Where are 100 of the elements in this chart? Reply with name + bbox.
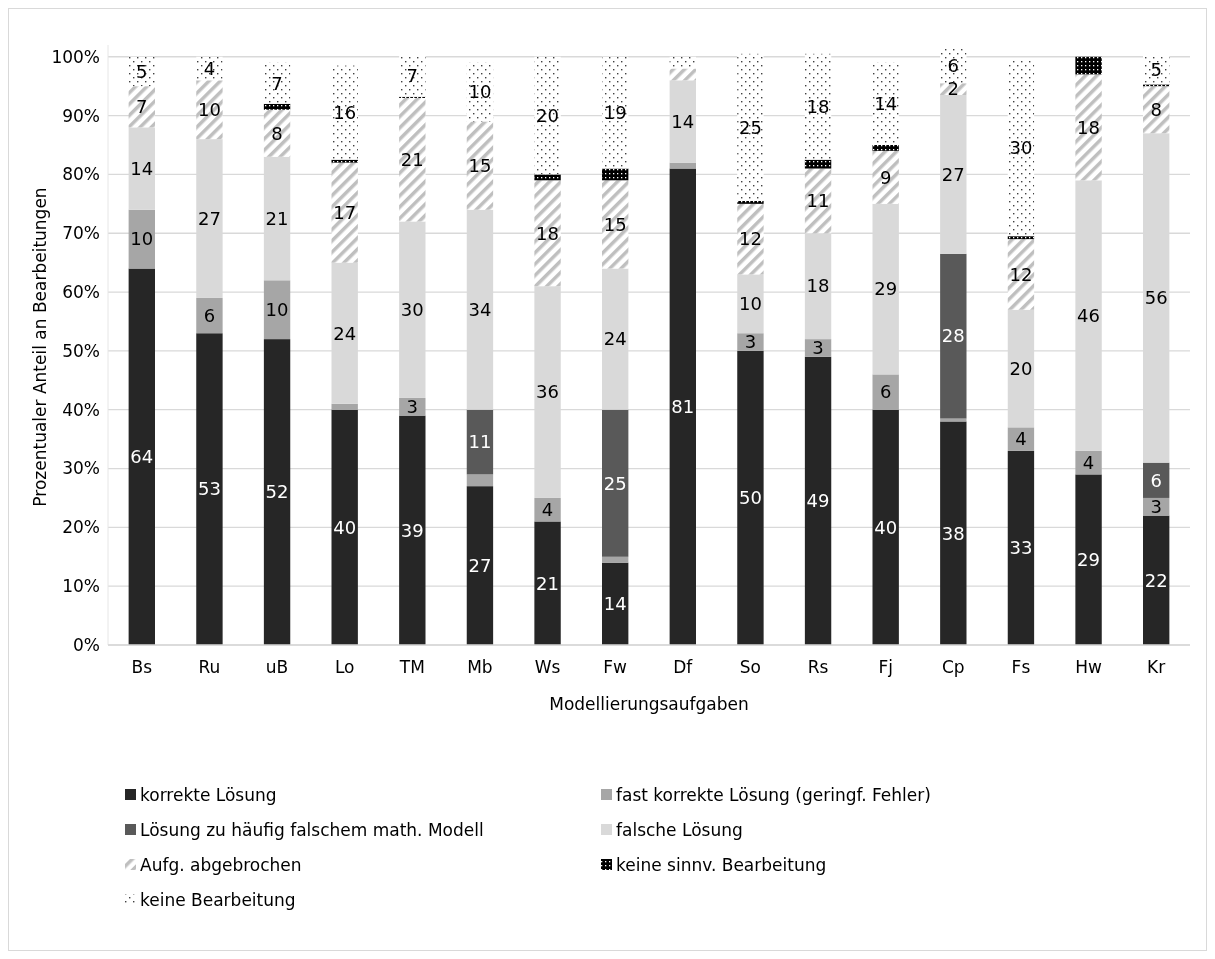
bar: [804, 356, 832, 645]
data-label: 11: [806, 190, 830, 212]
data-label: 27: [941, 163, 965, 185]
legend-label: falsche Lösung: [616, 819, 743, 840]
data-label: 10: [130, 228, 154, 250]
data-label: 25: [603, 472, 627, 494]
data-label: 7: [406, 65, 419, 87]
bar: [196, 333, 223, 645]
data-label: 49: [806, 490, 830, 512]
data-label: 64: [130, 446, 154, 468]
bar: [1143, 86, 1170, 134]
data-label: 18: [1077, 116, 1101, 138]
bar: [669, 162, 696, 169]
data-label: 30: [1009, 137, 1033, 159]
bar: [1075, 74, 1102, 181]
y-tick-label: 70%: [62, 223, 100, 244]
data-label: 6: [1150, 469, 1162, 491]
bar: [940, 253, 967, 419]
y-tick-label: 60%: [62, 282, 100, 303]
data-label: 14: [603, 593, 627, 615]
bar: [872, 374, 899, 410]
y-tick-label: 90%: [62, 105, 100, 126]
bar: [263, 280, 291, 340]
data-label: 21: [400, 149, 424, 171]
data-label: 14: [130, 157, 154, 179]
data-label: 40: [333, 516, 357, 538]
data-label: 14: [671, 110, 695, 132]
data-label: 8: [271, 122, 283, 144]
data-label: 4: [541, 499, 554, 521]
bar: [669, 168, 696, 645]
data-label: 28: [941, 325, 965, 347]
x-tick-label: So: [739, 657, 762, 677]
bar: [534, 180, 561, 287]
bar: [602, 56, 629, 169]
data-label: 50: [738, 487, 762, 509]
bar: [1007, 239, 1035, 310]
data-label: 27: [468, 554, 492, 576]
bar: [804, 168, 832, 234]
x-tick-label: Hw: [1075, 657, 1102, 677]
data-label: 29: [874, 278, 898, 300]
bar: [737, 350, 764, 645]
data-label: 21: [536, 572, 560, 594]
x-tick-label: Ws: [534, 657, 561, 677]
data-label: 21: [265, 207, 289, 229]
bar: [602, 556, 629, 563]
data-label: 38: [941, 522, 965, 544]
bar: [602, 409, 629, 557]
x-tick-label: uB: [265, 657, 289, 677]
x-tick-label: Bs: [131, 657, 153, 677]
data-label: 36: [536, 381, 560, 403]
bar: [1143, 515, 1170, 645]
data-label: 4: [203, 57, 216, 79]
bar: [399, 415, 426, 645]
data-label: 14: [874, 93, 898, 115]
data-label: 4: [1082, 451, 1095, 473]
x-tick-label: TM: [398, 657, 425, 677]
x-tick-label: Ru: [198, 657, 221, 677]
data-label: 18: [806, 275, 830, 297]
data-label: 20: [1009, 357, 1033, 379]
data-label: 56: [1144, 287, 1168, 309]
data-label: 6: [203, 304, 216, 326]
legend-label: Aufg. abgebrochen: [140, 854, 302, 875]
x-tick-label: Kr: [1147, 657, 1166, 677]
data-label: 5: [136, 60, 148, 82]
bar: [872, 409, 899, 645]
data-label: 7: [136, 96, 148, 118]
data-label: 29: [1077, 549, 1101, 571]
data-label: 40: [874, 516, 898, 538]
bar: [737, 200, 764, 204]
bar: [263, 103, 291, 110]
bar: [196, 297, 223, 334]
data-label: 18: [536, 222, 560, 244]
x-tick-label: Mb: [467, 657, 493, 677]
bar: [263, 109, 291, 157]
data-label: 12: [738, 228, 762, 250]
bar: [466, 121, 494, 210]
data-label: 52: [265, 481, 289, 503]
legend-label: korrekte Lösung: [140, 784, 277, 805]
bar: [737, 203, 764, 275]
data-label: 18: [806, 96, 830, 118]
bar: [466, 474, 494, 487]
data-label: 39: [400, 519, 424, 541]
data-label: 20: [536, 104, 560, 126]
x-tick-label: Fs: [1011, 657, 1031, 677]
bar: [534, 521, 561, 645]
bar: [602, 168, 629, 181]
y-tick-label: 100%: [51, 46, 100, 67]
data-label: 46: [1077, 304, 1101, 326]
data-label: 5: [1150, 59, 1162, 81]
y-tick-label: 40%: [62, 399, 100, 420]
data-label: 81: [671, 396, 695, 418]
bar: [466, 486, 494, 645]
data-label: 10: [468, 81, 492, 103]
data-label: 6: [947, 54, 960, 76]
data-label: 30: [400, 299, 424, 321]
x-tick-label: Df: [673, 657, 694, 677]
data-label: 6: [879, 381, 892, 403]
legend-label: keine sinnv. Bearbeitung: [616, 854, 827, 875]
bar: [263, 339, 291, 645]
bar: [602, 562, 629, 645]
